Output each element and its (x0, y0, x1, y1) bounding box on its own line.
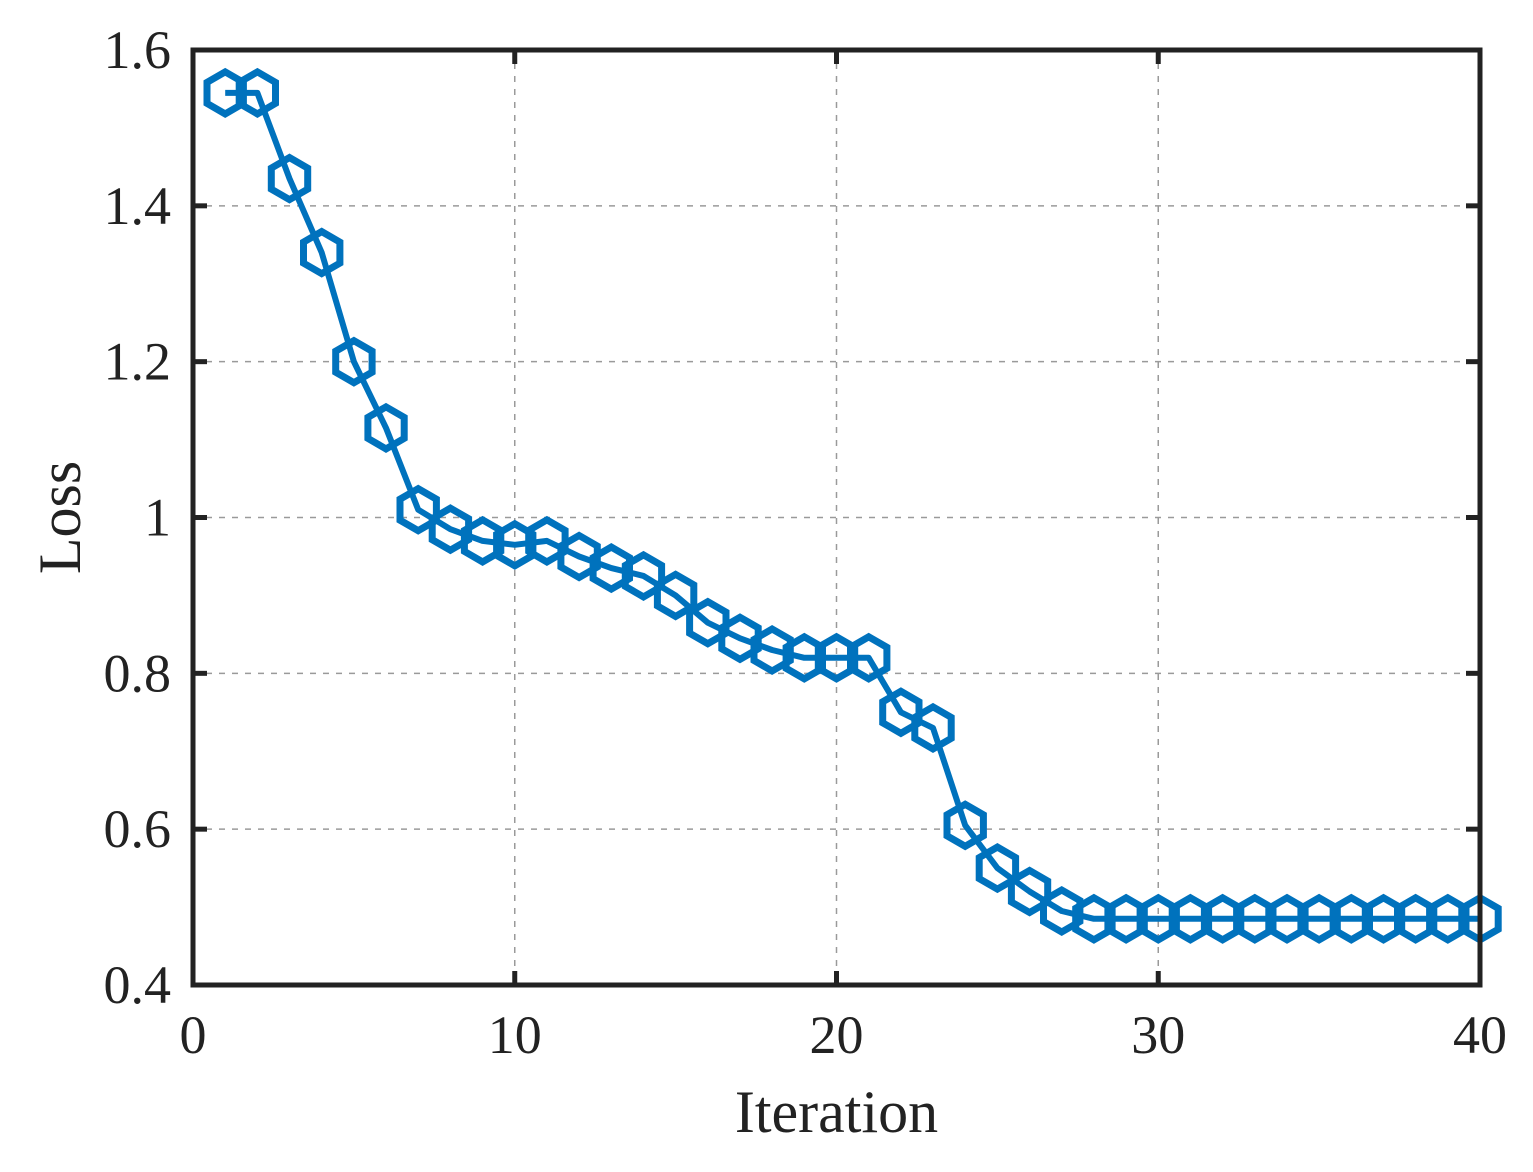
data-point-marker (879, 687, 923, 738)
series-layer (203, 67, 1502, 944)
y-axis-label: Loss (27, 461, 93, 574)
data-point-marker (621, 550, 666, 601)
x-tick-label: 0 (180, 1005, 207, 1065)
data-point-marker (847, 632, 891, 683)
x-tick-label: 40 (1453, 1005, 1507, 1065)
x-tick-label: 20 (810, 1005, 864, 1065)
series-line (225, 89, 1480, 922)
data-point-marker (332, 336, 376, 387)
data-point-marker (1007, 866, 1052, 917)
y-tick-label: 1.4 (104, 176, 172, 236)
y-tick-label: 0.8 (104, 643, 172, 703)
data-point-marker (267, 153, 312, 204)
data-point-marker (718, 613, 762, 664)
data-point-marker (396, 484, 440, 535)
grid-lines (193, 50, 1480, 985)
x-tick-label: 10 (488, 1005, 542, 1065)
data-point-marker (686, 597, 730, 648)
data-point-marker (911, 702, 955, 753)
data-point-marker (943, 800, 987, 851)
data-point-marker (975, 843, 1020, 894)
x-axis-label: Iteration (735, 1079, 938, 1145)
data-point-marker (653, 570, 698, 621)
data-point-marker (428, 504, 473, 555)
data-point-marker (557, 531, 601, 582)
data-point-marker (750, 624, 794, 676)
axis-ticks (190, 47, 1483, 988)
data-point-marker (493, 519, 537, 570)
data-point-marker (235, 67, 279, 118)
data-point-marker (525, 515, 569, 566)
y-tick-label: 0.4 (104, 955, 172, 1015)
data-point-marker (364, 402, 408, 453)
y-tick-label: 1 (144, 488, 171, 548)
y-tick-label: 1.6 (104, 20, 172, 80)
data-point-marker (300, 227, 344, 278)
tick-labels: 0 10 20 30 40 0.4 0.6 0.8 1 1.2 1.4 1.6 (104, 20, 1508, 1065)
data-point-marker (1040, 885, 1084, 937)
y-tick-label: 0.6 (104, 799, 172, 859)
x-tick-label: 30 (1131, 1005, 1185, 1065)
y-tick-label: 1.2 (104, 332, 172, 392)
data-point-marker (589, 543, 633, 594)
